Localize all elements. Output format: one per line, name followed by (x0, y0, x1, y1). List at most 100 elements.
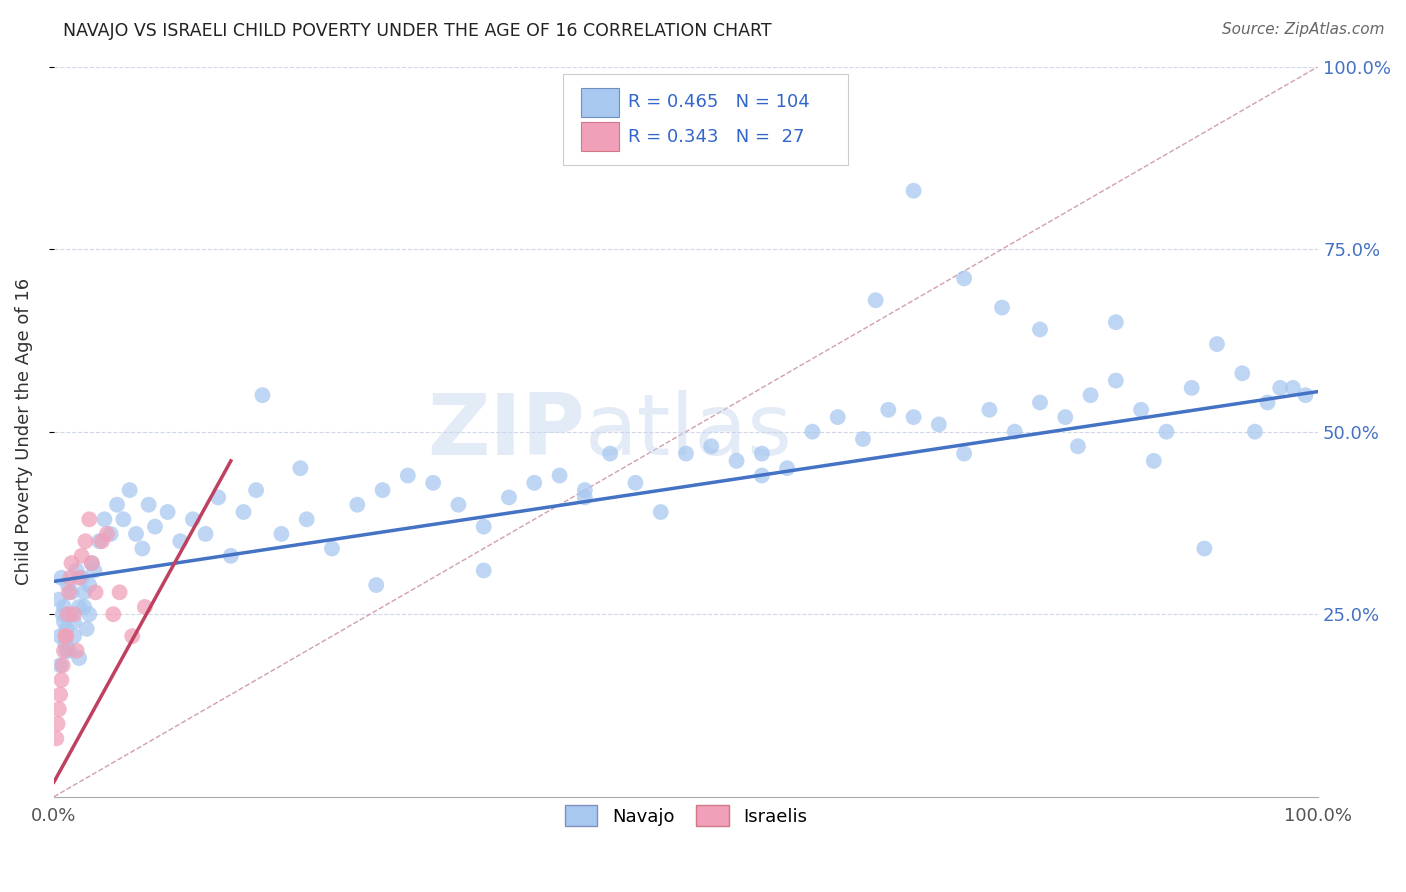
Point (55, 644, 77, 658)
Point (321, 541, 343, 556)
Point (51, 571, 73, 585)
Point (103, 607, 125, 622)
Point (67, 651, 90, 665)
Point (650, 505, 672, 519)
Point (252, 388, 274, 402)
Point (194, 527, 217, 541)
Point (63, 607, 86, 622)
Point (77, 607, 100, 622)
Point (49, 688, 72, 702)
FancyBboxPatch shape (581, 122, 619, 152)
Point (80, 556, 103, 570)
Point (45, 731, 67, 746)
Point (60, 585, 83, 599)
Point (58, 585, 80, 599)
Point (121, 629, 143, 643)
Point (125, 527, 148, 541)
Point (52, 644, 75, 658)
Point (1194, 541, 1216, 556)
Point (77, 578, 100, 592)
Point (245, 483, 267, 497)
Point (83, 563, 105, 577)
Point (574, 483, 596, 497)
Y-axis label: Child Poverty Under the Age of 16: Child Poverty Under the Age of 16 (15, 278, 32, 585)
Point (59, 571, 82, 585)
Point (1080, 388, 1102, 402)
Point (73, 599, 96, 614)
Point (105, 498, 128, 512)
Text: R = 0.465   N = 104: R = 0.465 N = 104 (628, 93, 810, 111)
Point (65, 644, 87, 658)
Point (1029, 322, 1052, 336)
Point (675, 447, 697, 461)
Point (1282, 381, 1305, 395)
Point (219, 549, 242, 563)
Point (1130, 402, 1153, 417)
Point (991, 301, 1014, 315)
Point (295, 512, 318, 526)
Point (1257, 395, 1279, 409)
Point (801, 425, 824, 439)
Text: R = 0.343   N =  27: R = 0.343 N = 27 (628, 128, 804, 145)
Legend: Navajo, Israelis: Navajo, Israelis (555, 797, 815, 835)
Point (138, 498, 160, 512)
Point (1156, 425, 1178, 439)
FancyBboxPatch shape (564, 74, 848, 165)
Point (131, 541, 153, 556)
Point (877, 402, 900, 417)
Point (134, 599, 156, 614)
Point (53, 636, 76, 650)
Point (70, 549, 93, 563)
Point (1105, 374, 1128, 388)
Point (1206, 337, 1229, 351)
Point (80, 556, 103, 570)
Point (112, 512, 135, 526)
Point (1295, 388, 1317, 402)
Point (55, 622, 77, 636)
Point (48, 592, 70, 607)
Point (76, 622, 98, 636)
Point (100, 527, 122, 541)
Point (700, 439, 723, 453)
Point (396, 468, 419, 483)
Point (1029, 395, 1052, 409)
Point (1244, 425, 1267, 439)
Point (52, 615, 75, 629)
Text: NAVAJO VS ISRAELI CHILD POVERTY UNDER THE AGE OF 16 CORRELATION CHART: NAVAJO VS ISRAELI CHILD POVERTY UNDER TH… (63, 22, 772, 40)
Point (89, 534, 111, 549)
Point (346, 498, 368, 512)
Point (156, 505, 179, 519)
Point (77, 512, 100, 526)
Point (143, 519, 166, 533)
Point (1232, 366, 1254, 380)
Point (953, 271, 976, 285)
Point (60, 556, 83, 570)
Point (447, 498, 470, 512)
Point (1054, 410, 1077, 425)
Point (1143, 454, 1166, 468)
Point (63, 615, 86, 629)
Point (1270, 381, 1292, 395)
Point (852, 432, 875, 446)
Point (371, 483, 394, 497)
Point (232, 505, 254, 519)
Point (624, 475, 647, 490)
Point (58, 644, 80, 658)
Point (953, 447, 976, 461)
Point (96, 527, 118, 541)
Point (290, 461, 312, 475)
Point (979, 402, 1001, 417)
Point (65, 563, 87, 577)
Point (48, 702, 70, 716)
Text: Source: ZipAtlas.com: Source: ZipAtlas.com (1222, 22, 1385, 37)
Point (52, 658, 75, 673)
Point (70, 571, 93, 585)
Point (52, 607, 75, 622)
FancyBboxPatch shape (581, 87, 619, 117)
Point (207, 491, 229, 505)
Point (63, 629, 86, 643)
Point (53, 629, 76, 643)
Point (751, 447, 773, 461)
Point (270, 527, 292, 541)
Point (56, 578, 79, 592)
